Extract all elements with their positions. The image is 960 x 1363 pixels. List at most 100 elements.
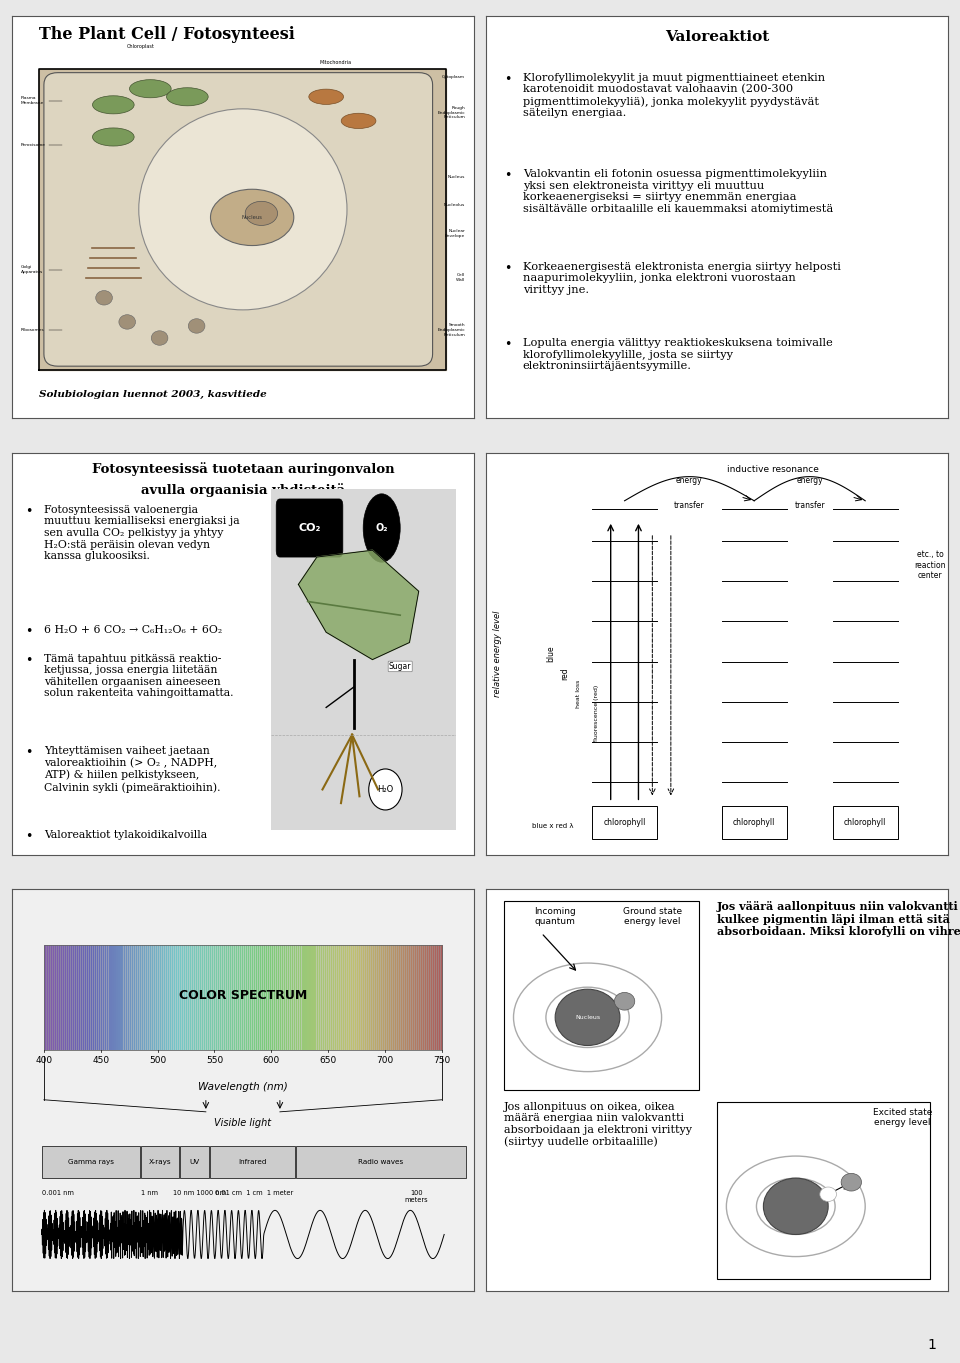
- Bar: [254, 945, 257, 1050]
- Bar: [418, 945, 420, 1050]
- Bar: [106, 945, 108, 1050]
- Bar: [148, 945, 151, 1050]
- Bar: [130, 945, 132, 1050]
- Bar: [269, 945, 272, 1050]
- Bar: [126, 945, 129, 1050]
- Bar: [252, 945, 255, 1050]
- Text: energy: energy: [676, 476, 703, 485]
- FancyBboxPatch shape: [276, 499, 343, 557]
- Bar: [61, 945, 64, 1050]
- Text: Valoreaktiot: Valoreaktiot: [665, 30, 769, 45]
- Ellipse shape: [245, 202, 277, 225]
- Bar: [345, 945, 348, 1050]
- Bar: [426, 945, 429, 1050]
- Bar: [187, 945, 190, 1050]
- Bar: [217, 945, 220, 1050]
- Text: heat loss: heat loss: [576, 680, 581, 707]
- Bar: [406, 945, 409, 1050]
- Bar: [197, 945, 200, 1050]
- Bar: [251, 945, 253, 1050]
- Bar: [48, 945, 51, 1050]
- Bar: [280, 945, 283, 1050]
- Text: Cell
Wall: Cell Wall: [456, 274, 465, 282]
- Bar: [317, 945, 320, 1050]
- Bar: [372, 945, 375, 1050]
- Bar: [223, 945, 226, 1050]
- Bar: [205, 945, 208, 1050]
- Bar: [167, 945, 170, 1050]
- Bar: [181, 945, 184, 1050]
- Bar: [100, 945, 103, 1050]
- Bar: [271, 945, 274, 1050]
- Bar: [252, 945, 255, 1050]
- Bar: [122, 945, 125, 1050]
- Bar: [428, 945, 431, 1050]
- Bar: [227, 945, 229, 1050]
- Bar: [404, 945, 407, 1050]
- Text: Visible light: Visible light: [214, 1118, 272, 1127]
- Bar: [132, 945, 134, 1050]
- Bar: [157, 945, 160, 1050]
- Bar: [197, 945, 200, 1050]
- Bar: [352, 945, 355, 1050]
- Bar: [109, 945, 112, 1050]
- Bar: [178, 945, 180, 1050]
- Bar: [330, 945, 333, 1050]
- Ellipse shape: [166, 87, 208, 106]
- Text: 100
meters: 100 meters: [404, 1190, 428, 1204]
- Bar: [380, 945, 383, 1050]
- Bar: [82, 945, 84, 1050]
- Bar: [156, 945, 158, 1050]
- Bar: [185, 945, 188, 1050]
- Text: chlorophyll: chlorophyll: [732, 818, 776, 827]
- Bar: [285, 945, 288, 1050]
- Bar: [199, 945, 202, 1050]
- Bar: [243, 945, 246, 1050]
- Bar: [85, 945, 88, 1050]
- Bar: [422, 945, 425, 1050]
- Bar: [261, 945, 264, 1050]
- Bar: [271, 945, 274, 1050]
- Bar: [91, 945, 95, 1050]
- Bar: [235, 945, 238, 1050]
- Bar: [85, 945, 88, 1050]
- Bar: [237, 945, 240, 1050]
- Bar: [430, 945, 433, 1050]
- Bar: [269, 945, 272, 1050]
- Bar: [408, 945, 411, 1050]
- Bar: [221, 945, 224, 1050]
- Bar: [82, 945, 84, 1050]
- Circle shape: [96, 290, 112, 305]
- Bar: [323, 945, 325, 1050]
- Text: Nucleolus: Nucleolus: [444, 203, 465, 207]
- Bar: [111, 945, 114, 1050]
- Bar: [378, 945, 381, 1050]
- Text: Incoming
quantum: Incoming quantum: [535, 906, 576, 927]
- Bar: [213, 945, 216, 1050]
- Bar: [225, 945, 228, 1050]
- Bar: [392, 945, 395, 1050]
- Bar: [165, 945, 168, 1050]
- Bar: [398, 945, 401, 1050]
- Bar: [119, 945, 123, 1050]
- Polygon shape: [39, 68, 446, 371]
- Bar: [180, 1146, 209, 1178]
- Bar: [282, 945, 285, 1050]
- Text: fluorescence (red): fluorescence (red): [594, 686, 599, 743]
- Bar: [317, 945, 320, 1050]
- Bar: [165, 945, 168, 1050]
- Bar: [56, 945, 59, 1050]
- Bar: [386, 945, 389, 1050]
- Bar: [376, 945, 379, 1050]
- Bar: [434, 945, 437, 1050]
- Bar: [304, 945, 307, 1050]
- Bar: [265, 945, 268, 1050]
- Bar: [374, 945, 377, 1050]
- Bar: [293, 945, 296, 1050]
- Circle shape: [119, 315, 135, 330]
- Bar: [354, 945, 357, 1050]
- Bar: [297, 945, 300, 1050]
- Text: •: •: [25, 830, 33, 844]
- Bar: [396, 945, 399, 1050]
- Text: COLOR SPECTRUM: COLOR SPECTRUM: [179, 988, 307, 1002]
